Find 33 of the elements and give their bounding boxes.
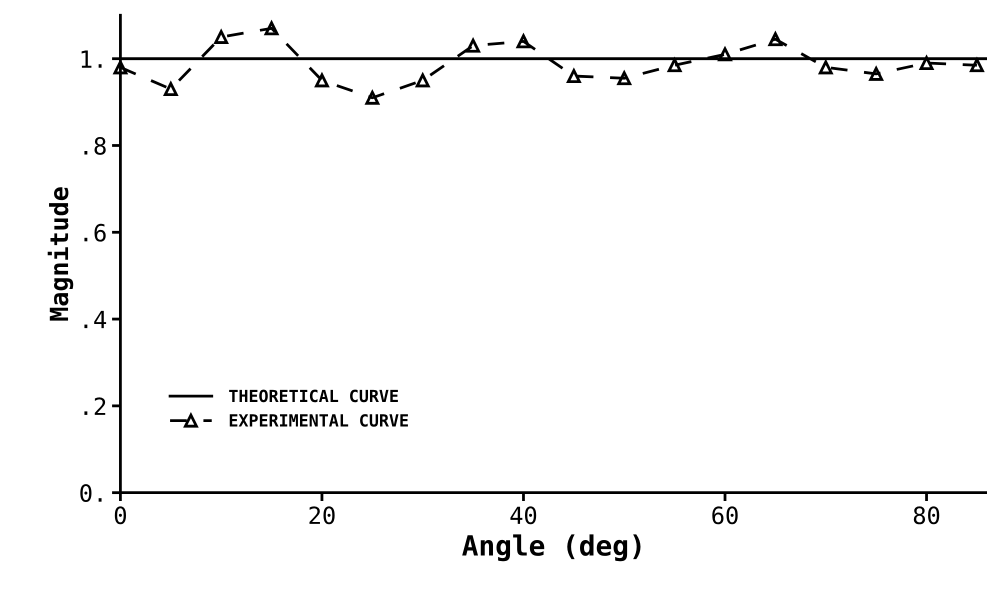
point <box>264 21 279 36</box>
point <box>164 82 178 96</box>
y-tick-label: 0. <box>80 484 102 502</box>
point <box>617 71 632 86</box>
y-tick-label: .6 <box>84 224 106 242</box>
point <box>466 38 480 53</box>
point <box>566 69 581 83</box>
x-tick-label: 40 <box>510 506 536 524</box>
point <box>920 56 934 70</box>
x-axis-title: Angle (deg) <box>462 534 640 562</box>
x-tick-label: 80 <box>914 506 940 524</box>
x-tick-label: 0 <box>114 506 126 524</box>
legend-label: THEORETICAL CURVE <box>229 390 398 402</box>
y-tick-label: .2 <box>84 397 106 415</box>
point <box>768 32 782 46</box>
point <box>516 34 530 48</box>
point <box>668 58 682 72</box>
point <box>416 73 430 88</box>
y-tick-label: .8 <box>84 137 106 155</box>
legend-label: EXPERIMENTAL CURVE <box>230 414 408 427</box>
point <box>869 66 884 81</box>
y-axis-title: Magnitude <box>48 187 74 321</box>
y-tick-label: 1. <box>82 50 102 68</box>
point <box>214 30 228 44</box>
y-tick-label: .4 <box>84 310 106 328</box>
point <box>113 60 128 74</box>
x-tick-label: 20 <box>309 506 335 524</box>
point <box>315 73 329 88</box>
point <box>718 47 732 62</box>
point <box>970 58 984 72</box>
point <box>365 90 380 105</box>
point <box>818 60 833 74</box>
x-tick-label: 60 <box>712 506 738 524</box>
